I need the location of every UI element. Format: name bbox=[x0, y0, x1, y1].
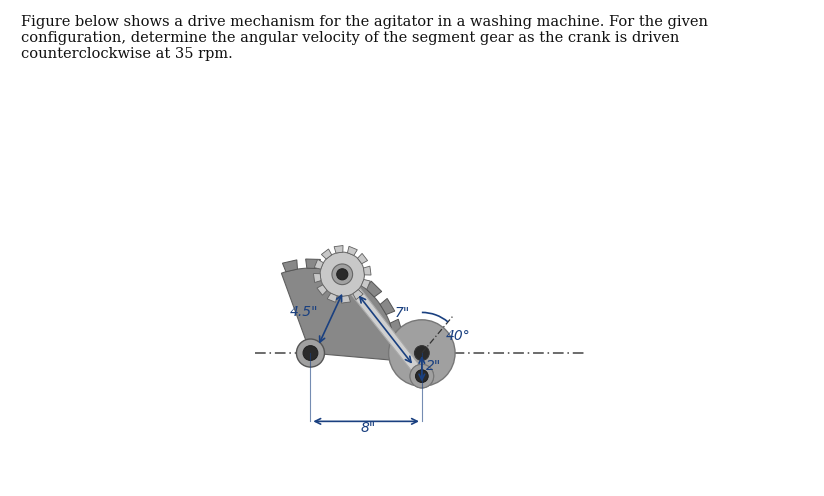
Circle shape bbox=[303, 346, 318, 361]
Polygon shape bbox=[338, 271, 425, 379]
Polygon shape bbox=[348, 247, 358, 255]
Polygon shape bbox=[328, 261, 344, 273]
Circle shape bbox=[332, 264, 353, 285]
Text: 7": 7" bbox=[395, 306, 410, 319]
Text: 40°: 40° bbox=[446, 329, 471, 343]
Polygon shape bbox=[395, 342, 405, 357]
Polygon shape bbox=[380, 299, 395, 314]
Polygon shape bbox=[366, 281, 382, 297]
Text: 8": 8" bbox=[361, 422, 376, 435]
Text: Figure below shows a drive mechanism for the agitator in a washing machine. For : Figure below shows a drive mechanism for… bbox=[21, 15, 708, 62]
Circle shape bbox=[337, 269, 348, 280]
Circle shape bbox=[416, 370, 428, 382]
Polygon shape bbox=[282, 268, 396, 361]
Polygon shape bbox=[358, 253, 368, 264]
Circle shape bbox=[297, 339, 325, 367]
Circle shape bbox=[410, 365, 433, 388]
Circle shape bbox=[389, 320, 455, 386]
Circle shape bbox=[320, 252, 364, 297]
Polygon shape bbox=[341, 296, 350, 303]
Polygon shape bbox=[313, 274, 321, 283]
Polygon shape bbox=[334, 246, 343, 253]
Text: 2": 2" bbox=[426, 359, 442, 372]
Polygon shape bbox=[317, 285, 327, 295]
Polygon shape bbox=[327, 293, 337, 302]
Polygon shape bbox=[283, 260, 297, 272]
Polygon shape bbox=[314, 259, 323, 269]
Circle shape bbox=[415, 370, 428, 382]
Circle shape bbox=[414, 346, 429, 361]
Text: 4.5": 4.5" bbox=[290, 305, 319, 319]
Polygon shape bbox=[306, 259, 321, 268]
Polygon shape bbox=[363, 266, 371, 275]
Polygon shape bbox=[348, 268, 364, 283]
Polygon shape bbox=[321, 249, 332, 259]
Circle shape bbox=[410, 365, 433, 388]
Polygon shape bbox=[361, 279, 370, 289]
Polygon shape bbox=[353, 290, 363, 300]
Polygon shape bbox=[390, 319, 403, 335]
